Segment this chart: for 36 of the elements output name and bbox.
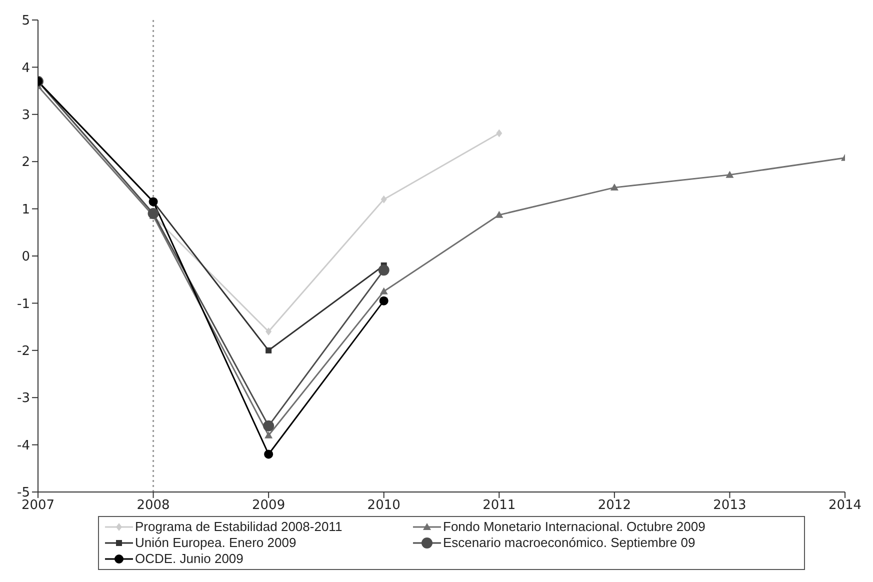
y-tick-label: 1 bbox=[22, 202, 30, 218]
y-tick-label: -4 bbox=[17, 438, 30, 454]
legend-label: Unión Europea. Enero 2009 bbox=[135, 535, 296, 551]
y-tick-label: -3 bbox=[17, 391, 30, 406]
point bbox=[266, 328, 272, 336]
x-tick-label: 2011 bbox=[482, 498, 516, 514]
x-tick-label: 2012 bbox=[598, 498, 631, 514]
point bbox=[264, 431, 273, 438]
y-tick-label: 0 bbox=[22, 250, 30, 265]
x-tick-label: 2007 bbox=[21, 498, 55, 514]
x-tick-label: 2013 bbox=[713, 498, 746, 514]
point bbox=[378, 264, 390, 276]
x-tick-label: 2014 bbox=[828, 498, 862, 514]
legend-label: Programa de Estabilidad 2008-2011 bbox=[135, 519, 342, 535]
y-tick-label: 5 bbox=[22, 14, 30, 29]
point bbox=[266, 347, 272, 354]
point bbox=[610, 184, 618, 191]
point bbox=[263, 420, 274, 432]
x-tick-label: 2008 bbox=[136, 498, 170, 514]
legend-label: OCDE. Junio 2009 bbox=[135, 551, 244, 567]
legend-label: Fondo Monetario Internacional. Octubre 2009 bbox=[443, 519, 706, 535]
point bbox=[379, 296, 388, 306]
point bbox=[264, 450, 274, 459]
y-tick-label: -1 bbox=[17, 296, 30, 312]
point bbox=[495, 210, 504, 218]
legend-label: Escenario macroeconómico. Septiembre 09 bbox=[443, 535, 696, 551]
point bbox=[496, 129, 502, 138]
y-tick-label: 2 bbox=[22, 155, 30, 170]
x-tick-label: 2009 bbox=[252, 498, 286, 514]
point bbox=[380, 287, 388, 294]
y-tick-label: 4 bbox=[22, 60, 30, 76]
point bbox=[726, 170, 734, 178]
point bbox=[380, 195, 387, 204]
y-tick-label: -2 bbox=[17, 344, 30, 360]
x-tick-label: 2010 bbox=[367, 498, 400, 514]
y-tick-label: 3 bbox=[22, 108, 30, 124]
